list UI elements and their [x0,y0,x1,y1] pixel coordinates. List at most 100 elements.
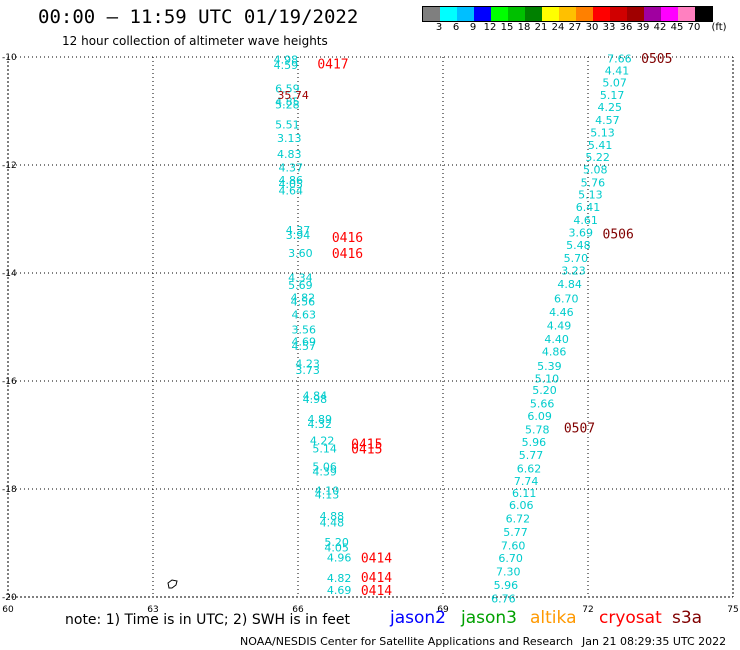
wave-height-value: 4.23 [295,358,320,371]
wave-height-value: 35.74 [277,89,309,102]
pass-number-label: 0415 [351,443,382,458]
wave-height-value: 5.96 [522,436,547,449]
color-scale-tick-label: 12 [483,22,497,33]
color-scale-tick-label: 27 [568,22,582,33]
color-swatch [576,7,593,21]
wave-height-value: 4.49 [547,319,572,332]
wave-height-value: 5.76 [581,176,606,189]
color-swatch [593,7,610,21]
wave-height-value: 4.05 [324,541,349,554]
credit-line: NOAA/NESDIS Center for Satellite Applica… [240,635,574,648]
wave-height-value: 5.66 [530,398,555,411]
color-scale-tick-label: 15 [500,22,514,33]
wave-height-value: 3.56 [292,324,317,337]
wave-height-value: 4.56 [291,296,316,309]
wave-height-value: 5.96 [494,579,519,592]
wave-height-value: 3.94 [286,229,311,242]
wave-height-value: 5.07 [602,76,627,89]
wave-height-value: 5.10 [535,372,560,385]
wave-height-value: 4.86 [542,345,567,358]
pass-number-label: 0414 [361,552,392,567]
wave-height-value: 4.37 [279,162,304,175]
page-title: 00:00 – 11:59 UTC 01/19/2022 [38,6,359,28]
color-swatch [457,7,474,21]
pass-number-label: 0507 [564,421,595,436]
satellite-legend-item-altika: altika [530,608,577,628]
wave-height-value: 3.23 [561,264,586,277]
color-scale-unit: (ft) [711,22,727,33]
color-scale-tick-label: 45 [670,22,684,33]
wave-height-value: 4.32 [308,418,333,431]
satellite-legend-item-jason3: jason3 [461,608,517,628]
color-scale-tick-label: 39 [636,22,650,33]
wave-height-value: 4.69 [292,336,317,349]
wave-height-value: 5.77 [503,526,528,539]
wave-height-value: 5.20 [532,384,557,397]
wave-height-value: 5.41 [588,139,613,152]
wave-height-value: 4.57 [595,114,620,127]
wave-height-value: 4.41 [605,65,630,78]
color-swatch [678,7,695,21]
color-scale-tick-label: 18 [517,22,531,33]
color-swatch [525,7,542,21]
x-tick-label: 66 [292,605,304,615]
color-swatch [627,7,644,21]
wave-height-value: 5.51 [275,119,300,132]
color-swatch [559,7,576,21]
wave-height-value: 6.41 [576,201,601,214]
wave-height-value: 5.69 [288,279,313,292]
wave-height-value: 6.62 [517,462,542,475]
pass-number-label: 0506 [603,228,634,243]
color-swatch [508,7,525,21]
wave-height-value: 4.10 [315,485,340,498]
color-scale-tick-label: 33 [602,22,616,33]
y-tick-label: -12 [2,161,17,171]
wave-height-value: 6.76 [491,593,516,606]
wave-height-value: 5.13 [590,127,615,140]
wave-height-value: 7.30 [496,566,521,579]
color-swatch [610,7,627,21]
wave-height-value: 4.82 [327,572,352,585]
wave-height-value: 4.84 [303,390,328,403]
wave-height-value: 3.13 [277,132,302,145]
color-scale-tick-label: 42 [653,22,667,33]
wave-height-value: 4.96 [327,552,352,565]
wave-height-value: 4.64 [279,184,304,197]
wave-height-value: 5.28 [275,99,300,112]
wave-height-value: 5.70 [564,252,589,265]
satellite-legend-item-jason2: jason2 [390,608,446,628]
wave-height-value: 4.05 [279,178,304,191]
satellite-legend-item-cryosat: cryosat [599,608,662,628]
page-subtitle: 12 hour collection of altimeter wave hei… [62,34,328,48]
color-swatch [661,7,678,21]
color-scale-tick-label: 9 [469,22,477,33]
wave-height-value: 4.69 [327,584,352,597]
pass-number-label: 0414 [361,571,392,586]
x-tick-label: 75 [727,605,738,615]
wave-height-value: 4.88 [320,510,345,523]
map-frame [7,56,734,598]
wave-height-value: 4.13 [315,488,340,501]
pass-number-label: 0416 [332,231,363,246]
x-tick-label: 60 [2,605,14,615]
pass-number-label: 0416 [332,247,363,262]
wave-height-value: 6.59 [275,82,300,95]
color-swatch [491,7,508,21]
wave-height-value: 4.34 [288,271,313,284]
pass-number-label: 0415 [351,438,382,453]
wave-height-value: 5.06 [312,460,337,473]
wave-height-value: 4.98 [274,54,299,67]
footer-note: note: 1) Time is in UTC; 2) SWH is in fe… [65,612,351,628]
color-scale-tick-label: 21 [534,22,548,33]
wave-height-value: 5.22 [585,151,610,164]
wave-height-value: 4.61 [573,214,598,227]
color-scale-tick-label: 30 [585,22,599,33]
wave-height-value: 4.37 [286,224,311,237]
color-swatch [695,7,712,21]
wave-height-value: 7.66 [607,53,632,66]
wave-height-value: 5.48 [566,239,591,252]
color-scale-labels: 3 6 9 12 15 18 21 24 27 30 33 36 39 42 45 70 (ft) [422,22,740,36]
wave-height-value: 4.25 [598,101,623,114]
satellite-legend-item-s3a: s3a [672,608,703,628]
